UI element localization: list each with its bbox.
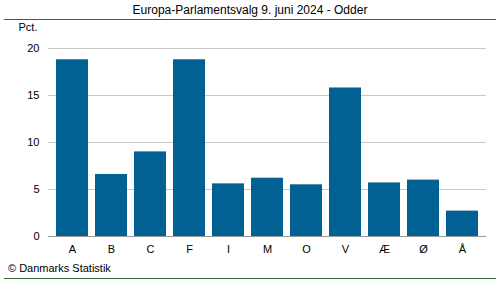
svg-text:C: C — [147, 243, 155, 255]
svg-text:O: O — [302, 243, 311, 255]
svg-text:Ø: Ø — [419, 243, 428, 255]
svg-text:B: B — [108, 243, 115, 255]
svg-text:20: 20 — [27, 42, 39, 54]
html-text:© Danmarks Statistik: © Danmarks Statistik — [8, 262, 111, 274]
svg-text:10: 10 — [27, 136, 39, 148]
svg-text:Å: Å — [459, 243, 467, 255]
svg-text:A: A — [69, 243, 77, 255]
svg-text:15: 15 — [27, 89, 39, 101]
svg-text:V: V — [342, 243, 350, 255]
svg-text:Pct.: Pct. — [19, 21, 38, 33]
svg-text:0: 0 — [33, 230, 39, 242]
svg-text:5: 5 — [33, 183, 39, 195]
svg-text:I: I — [227, 243, 230, 255]
svg-text:M: M — [263, 243, 272, 255]
svg-text:F: F — [186, 243, 193, 255]
svg-text:Æ: Æ — [379, 243, 390, 255]
html-text:Europa-Parlamentsvalg 9. juni: Europa-Parlamentsvalg 9. juni 2024 - Odd… — [132, 3, 368, 17]
